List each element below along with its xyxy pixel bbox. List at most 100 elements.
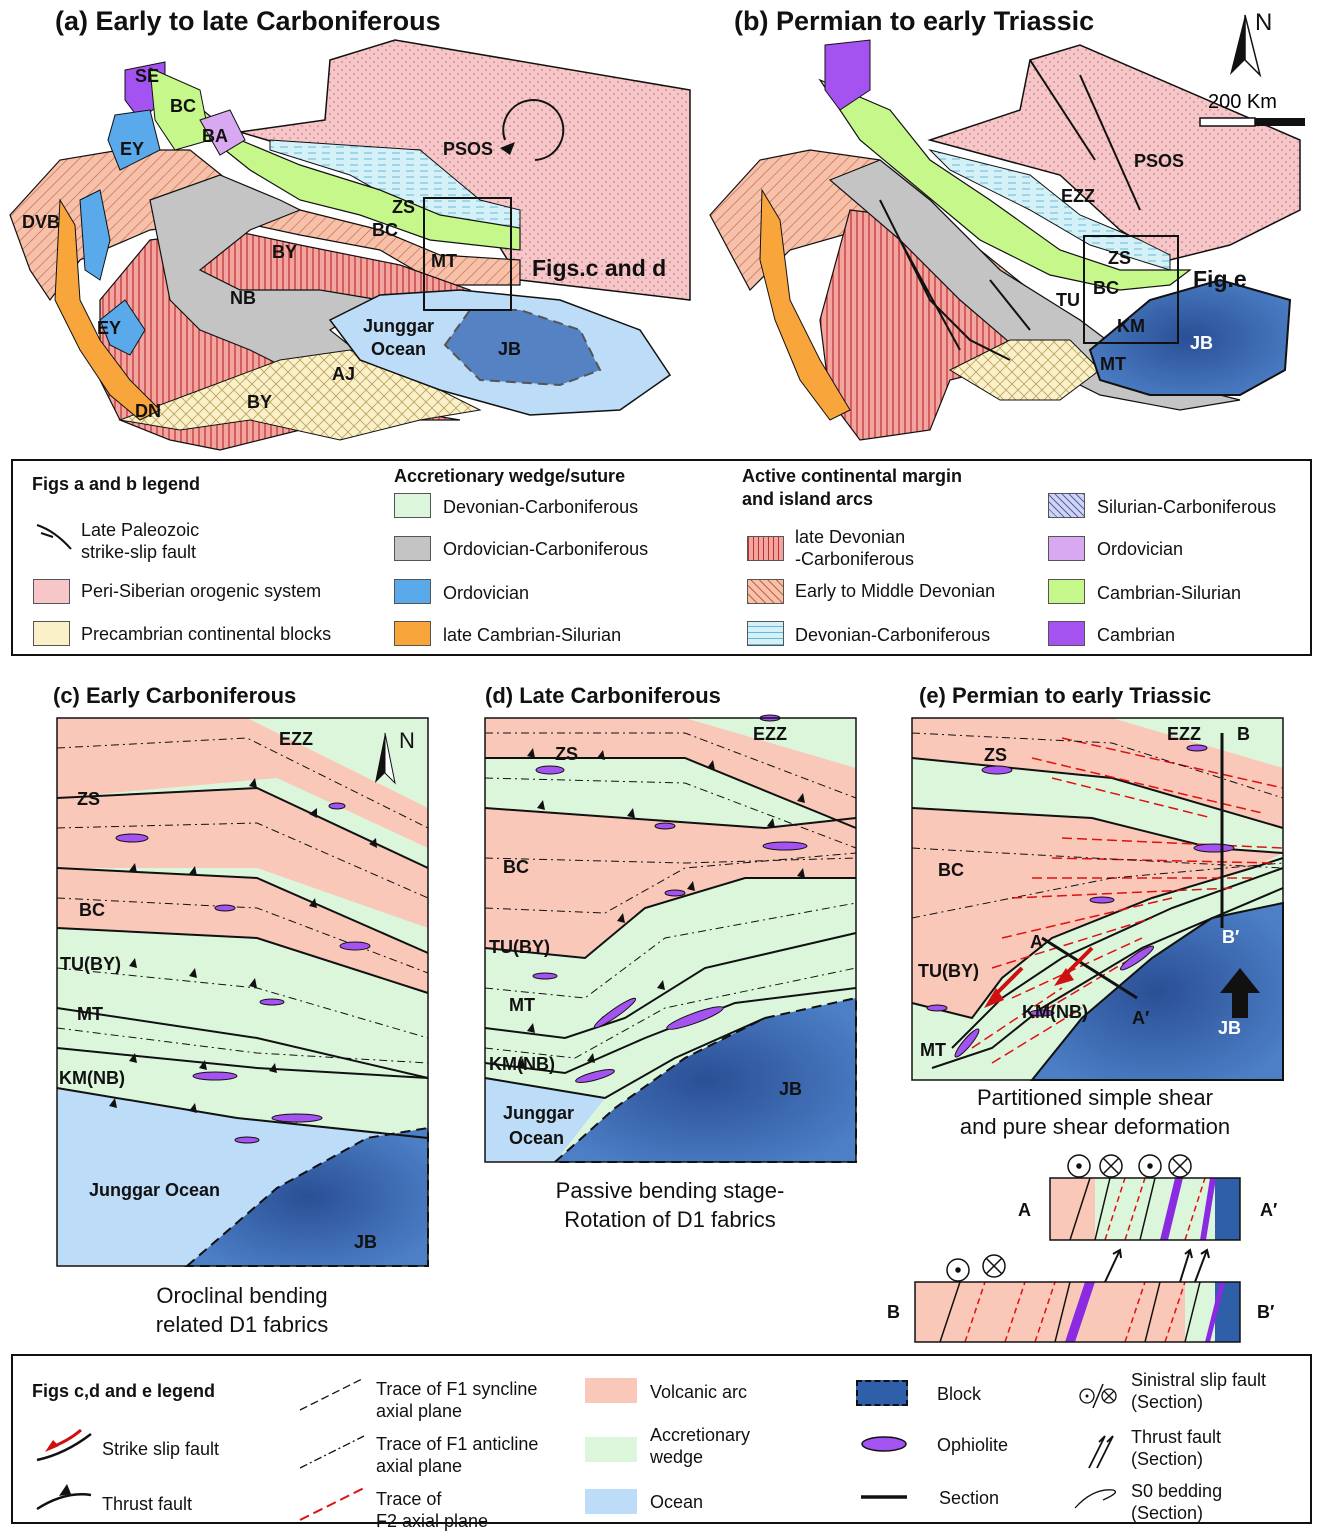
orange-strip-b [759,188,851,421]
ey-region-a [107,109,161,171]
panel-e-title: (e) Permian to early Triassic [919,683,1212,708]
section-bb: B B′ [887,1248,1274,1343]
swatch-acc-devcarb [394,493,431,518]
label-ezz-c: EZZ [279,729,313,749]
panel-c-title: (c) Early Carboniferous [53,683,297,708]
label-km-d: KM(NB) [489,1054,555,1074]
label-ezz-d: EZZ [753,724,787,744]
swatch-arc-earlydev [747,579,784,604]
label-jb-d: JB [779,1079,802,1099]
panel-d-diagram: EZZ ZS BC TU(BY) MT KM(NB) Junggar Ocean… [484,714,857,1163]
label-psos: PSOS [443,139,493,159]
panel-c-caption: Oroclinal bending related D1 fabrics [155,1283,329,1337]
panel-d-title: (d) Late Carboniferous [485,683,721,708]
legend-ophiolite: Ophiolite [937,1435,1009,1455]
blue-ordovician [79,189,111,281]
thrust-sec-symbol [1088,1435,1114,1469]
legend-arc-ord: Ordovician [1097,539,1184,559]
panel-b-title: (b) Permian to early Triassic [734,6,1095,36]
f2-symbol [299,1487,365,1521]
section-a-right: A′ [1260,1200,1277,1220]
label-zs-e: ZS [984,745,1007,765]
label-jb-e: JB [1218,1018,1241,1038]
panel-a-map: SE BC EY BA PSOS DVB ZS BC BY MT NB Jung… [9,39,691,451]
label-ey2: EY [97,318,121,338]
north-arrow-c [375,733,385,783]
strike-slip-fault-symbol [36,524,72,550]
north-label-b: N [1255,9,1272,36]
swatch-peri [33,579,70,604]
section-symbol [861,1495,907,1499]
swatch-volcanic [585,1378,637,1403]
legend-arc-earlydev: Early to Middle Devonian [795,581,996,601]
legend-anticline: Trace of F1 anticline axial plane [376,1434,539,1476]
label-mt-e: MT [920,1040,946,1060]
legend-arc-latedev: late Devonian -Carboniferous [795,527,915,569]
arc-upper [57,788,428,928]
anticline-symbol [299,1435,365,1469]
label-tu-c: TU(BY) [60,954,121,974]
se-region-b [824,39,871,111]
ba-region [199,109,246,156]
legend-cde: Figs c,d and e legend Strike slip fault … [11,1354,1312,1531]
label-ocean-c: Junggar Ocean [89,1180,220,1200]
label-nb: NB [230,288,256,308]
section-b-right: B′ [1257,1302,1274,1322]
label-bc-b: BC [1093,278,1119,298]
swatch-arc-latedev [747,536,784,561]
label-tu-e: TU(BY) [918,961,979,981]
bc-region-a [149,67,211,151]
label-ba: BA [202,126,228,146]
label-zs: ZS [392,197,415,217]
swatch-ocean [585,1489,637,1514]
fig-e-box [1083,235,1179,344]
panel-c-diagram: N EZZ ZS BC TU(BY) MT KM(NB) Junggar Oce… [56,717,429,1267]
legend-arc-camb: Cambrian [1097,625,1176,645]
jb-arrow-e [1220,968,1260,1018]
label-km-e: KM(NB) [1022,1002,1088,1022]
dvb-region [9,149,521,302]
label-psos-b: PSOS [1134,151,1184,171]
label-dvb: DVB [22,212,60,232]
legend-ocean: Ocean [650,1492,704,1512]
swatch-arc-camb [1048,621,1085,646]
label-figs-cd: Figs.c and d [532,255,666,281]
syncline-symbol [299,1377,365,1411]
label-mt-b: MT [1100,354,1126,374]
accretionary-heading: Accretionary wedge/suture [394,466,626,486]
section-a-left: A [1018,1200,1031,1220]
label-a-e: A [1030,932,1043,952]
label-b-e: B [1237,724,1250,744]
legend-acc-devcarb: Devonian-Carboniferous [443,497,639,517]
label-zs-b: ZS [1108,248,1131,268]
active-heading: Active continental margin and island arc… [742,466,963,509]
swatch-acc-ordcarb [394,536,431,561]
label-se: SE [135,66,159,86]
legend-acc-cambsil: late Cambrian-Silurian [443,625,622,645]
label-fig-e: Fig.e [1193,266,1247,292]
legend-fault: Late Paleozoic strike-slip fault [81,520,200,562]
label-ap-e: A′ [1132,1008,1149,1028]
panel-d-caption: Passive bending stage- Rotation of D1 fa… [555,1178,785,1232]
devonian-strip-b [928,149,1171,271]
legend-cde-heading: Figs c,d and e legend [32,1381,216,1401]
section-b-left: B [887,1302,900,1322]
legend-block: Block [937,1384,982,1404]
label-km-b: KM [1117,316,1145,336]
orange-strip-left [54,198,161,421]
strike-slip-symbol [36,1428,92,1462]
sinistral-symbol [1079,1383,1117,1409]
scale-bar-white [1199,117,1256,127]
panel-a-title: (a) Early to late Carboniferous [55,6,441,36]
legend-arc-devcarb: Devonian-Carboniferous [795,625,991,645]
legend-volcanic: Volcanic arc [650,1382,748,1402]
label-bc-e: BC [938,860,964,880]
label-ocean: Ocean [371,339,426,359]
label-jb: JB [498,339,521,359]
label-mt-c: MT [77,1004,103,1024]
legend-bedding: S0 bedding (Section) [1131,1481,1223,1523]
legend-thrust: Thrust fault [102,1494,193,1514]
aj-region [118,349,482,441]
legend-sinistral: Sinistral slip fault (Section) [1131,1370,1267,1412]
panel-e-diagram: EZZ B ZS BC B′ A TU(BY) A′ KM(NB) JB MT [911,717,1284,1081]
